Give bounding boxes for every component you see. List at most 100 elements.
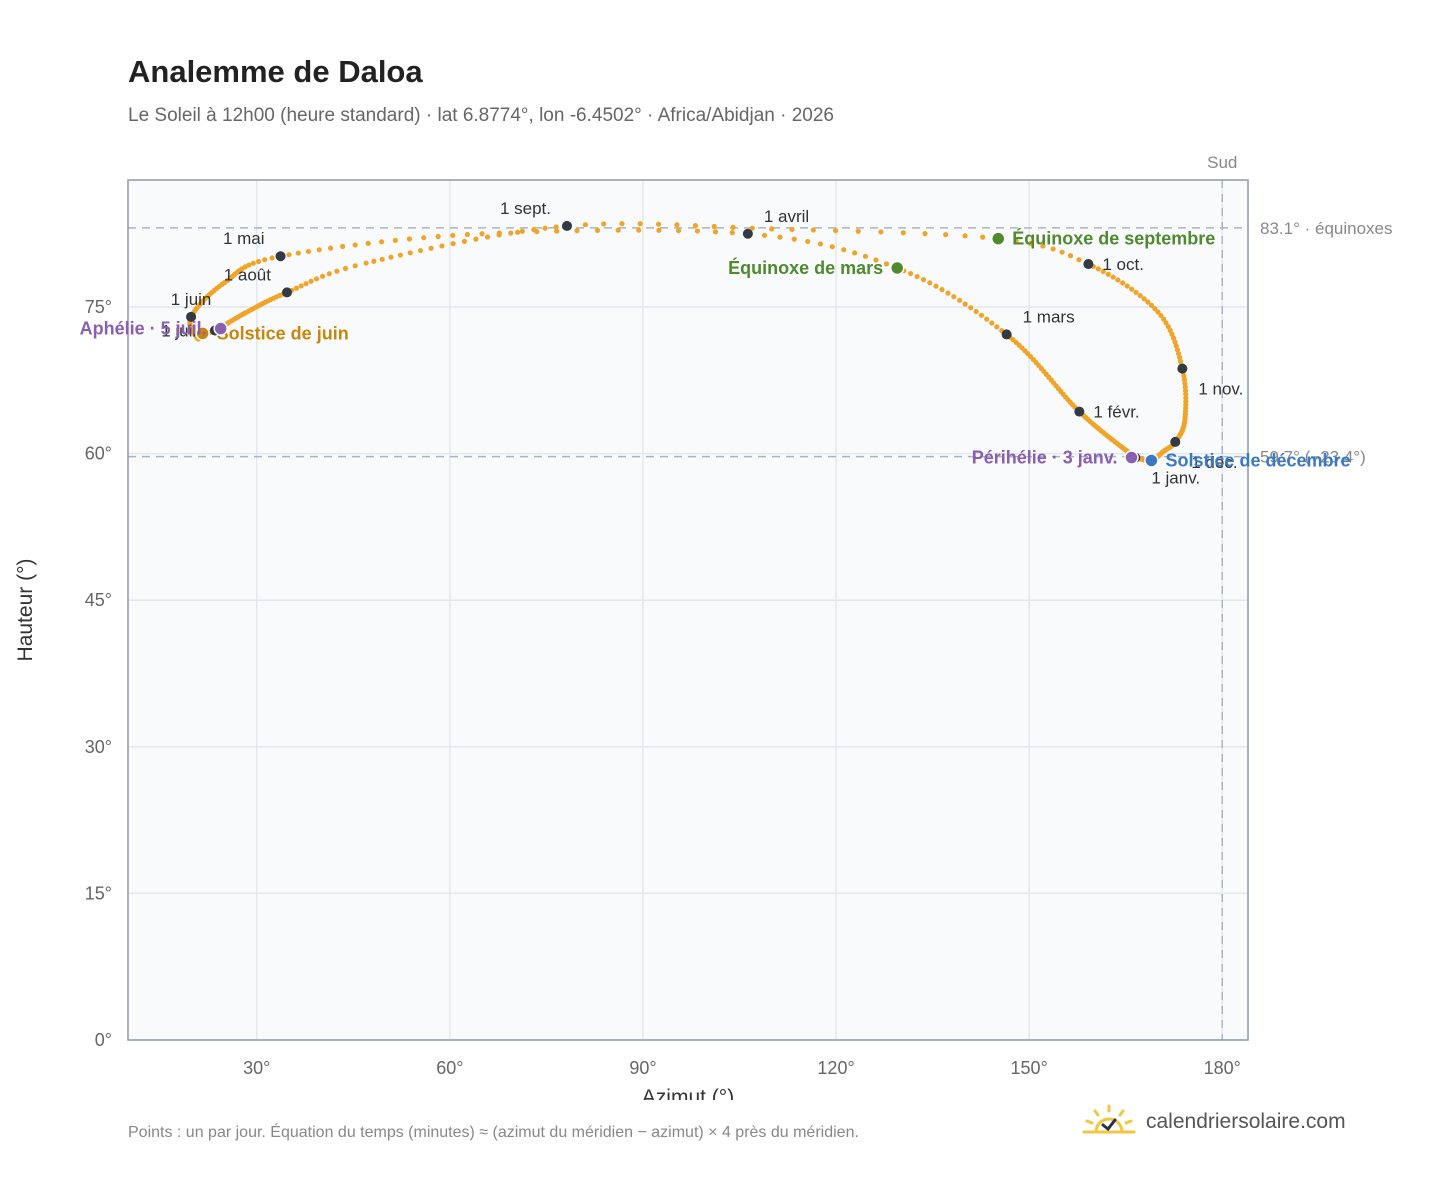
reference-line-label: 83.1° · équinoxes [1260, 219, 1393, 238]
footnote: Points : un par jour. Équation du temps … [128, 1124, 859, 1141]
reference-line-label: 59.7° (−23.4°) [1260, 448, 1366, 467]
day-point [980, 234, 986, 240]
event-marker [195, 326, 210, 341]
analemma-chart: 83.1° · équinoxes 59.7° (−23.4°) Sud 1 jan… [14, 153, 1393, 1100]
day-point [439, 243, 445, 249]
day-point [406, 236, 413, 242]
day-point [1182, 384, 1188, 390]
event-markers: Équinoxe de mars Équinoxe de septembre Sol… [80, 228, 1351, 471]
month-label: 1 mars [1023, 307, 1075, 326]
day-point [554, 228, 560, 234]
day-point [479, 231, 485, 237]
axis-ticks: 30° 60° 90° 120° 150° 180° 0° 15° 30° 45° 60° 75° [85, 297, 1241, 1078]
day-point [428, 245, 434, 251]
day-point [1165, 323, 1171, 330]
day-point [862, 253, 868, 259]
day-point [939, 287, 945, 293]
day-point [656, 227, 662, 233]
day-point [519, 228, 525, 234]
day-point [1163, 320, 1169, 326]
month-label: 1 mai [223, 229, 265, 248]
day-point [450, 241, 456, 247]
day-point [841, 247, 847, 253]
day-point [1059, 249, 1065, 255]
month-marker [186, 311, 197, 322]
day-point [328, 245, 334, 251]
day-point [473, 236, 479, 242]
day-point [326, 271, 332, 277]
day-point [619, 221, 625, 227]
month-label: 1 févr. [1093, 403, 1139, 422]
day-point [920, 277, 927, 283]
day-point [295, 250, 301, 256]
day-point [883, 261, 890, 267]
day-point [388, 254, 394, 260]
day-point [1155, 309, 1161, 315]
day-point [461, 238, 468, 244]
x-tick-label: 60° [436, 1058, 463, 1078]
month-label: 1 sept. [500, 199, 551, 218]
day-point [730, 224, 736, 230]
day-point [805, 238, 811, 245]
chart-title: Analemme de Daloa [128, 54, 423, 89]
day-point [636, 227, 642, 233]
day-point [1148, 302, 1155, 308]
month-label: 1 août [224, 265, 272, 284]
day-point [1158, 312, 1164, 319]
brand[interactable]: calendriersolaire.com [1082, 1104, 1346, 1140]
sun-check-icon [1082, 1104, 1136, 1134]
day-point [1050, 246, 1056, 252]
y-tick-label: 75° [85, 297, 112, 317]
day-point [829, 244, 835, 250]
month-label: 1 avril [764, 207, 809, 226]
day-point [729, 230, 735, 236]
day-point [978, 312, 985, 318]
day-point [417, 247, 424, 254]
day-point [914, 273, 920, 280]
y-axis-label: Hauteur (°) [14, 559, 37, 662]
month-marker [1170, 436, 1181, 447]
day-point [1120, 280, 1126, 286]
month-label: 1 oct. [1102, 255, 1144, 274]
day-point [962, 233, 968, 239]
day-point [1172, 339, 1178, 345]
day-point [1137, 292, 1143, 299]
y-tick-label: 60° [85, 444, 112, 464]
month-label: 1 déc. [1191, 453, 1237, 472]
day-point [655, 221, 662, 227]
day-point [873, 257, 879, 263]
month-markers: 1 janv. 1 févr. 1 mars 1 avril 1 mai 1 juin 1 … [161, 199, 1243, 488]
day-point [305, 248, 312, 255]
y-tick-label: 15° [85, 883, 112, 903]
day-point [973, 308, 979, 315]
day-point [694, 228, 701, 234]
day-point [900, 230, 906, 236]
y-tick-label: 30° [85, 737, 112, 757]
day-point [340, 243, 346, 250]
event-marker [991, 231, 1006, 246]
day-point [1076, 257, 1082, 263]
x-tick-label: 150° [1011, 1058, 1048, 1078]
month-label: 1 nov. [1198, 380, 1243, 399]
day-point [316, 247, 322, 253]
day-point [397, 252, 403, 258]
day-point [371, 258, 377, 264]
day-point [1124, 283, 1130, 289]
event-marker [1144, 453, 1159, 468]
day-point [542, 225, 548, 231]
day-point [1013, 238, 1019, 244]
day-point [956, 297, 963, 303]
day-point [594, 227, 601, 233]
chart-subtitle: Le Soleil à 12h00 (heure standard) · lat… [128, 105, 834, 126]
south-label: Sud [1207, 153, 1237, 172]
day-point [810, 227, 816, 233]
day-point [365, 240, 371, 246]
day-point [313, 276, 320, 282]
day-point [1110, 274, 1116, 280]
day-point [1169, 331, 1175, 337]
reference-lines: 83.1° · équinoxes 59.7° (−23.4°) Sud [128, 153, 1393, 1040]
event-label: Équinoxe de septembre [1012, 228, 1215, 249]
event-label: Équinoxe de mars [728, 257, 883, 278]
event-marker [889, 260, 905, 276]
day-point [421, 235, 427, 241]
